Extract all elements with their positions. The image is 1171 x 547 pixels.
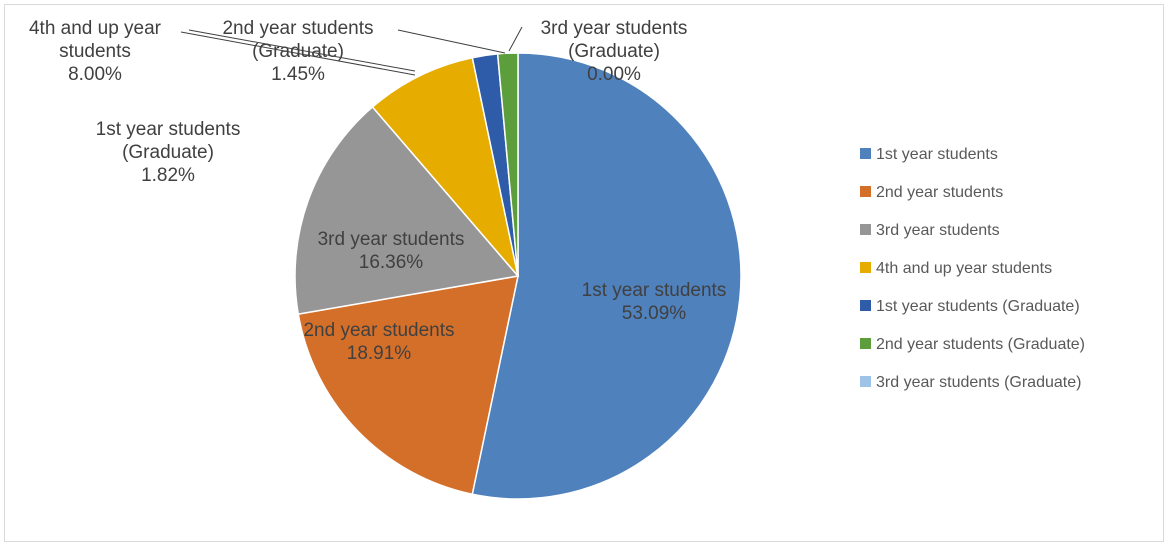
- data-label-3rd-year-students: 3rd year students 16.36%: [318, 229, 465, 273]
- legend-label-1st-year-students: 1st year students: [876, 146, 998, 163]
- pie-chart: 1st year students 53.09% 2nd year students…: [29, 18, 1085, 500]
- legend-label-3rd-year-students-graduate: 3rd year students (Graduate): [876, 374, 1081, 391]
- data-label-1st-year-students: 1st year students 53.09%: [582, 280, 727, 324]
- legend-swatch-2nd-year-students: [860, 186, 871, 197]
- legend-swatch-2nd-year-students-graduate: [860, 338, 871, 349]
- data-label-3rd-year-students-graduate: 3rd year students (Graduate) 0.00%: [541, 18, 688, 85]
- legend-label-2nd-year-students: 2nd year students: [876, 184, 1003, 201]
- data-labels: 1st year students 53.09% 2nd year students…: [29, 18, 726, 364]
- data-label-2nd-year-students: 2nd year students 18.91%: [303, 320, 454, 364]
- leader-line-2nd-year-students-graduate: [397, 29, 506, 54]
- legend-label-3rd-year-students: 3rd year students: [876, 222, 1000, 239]
- pie-slices: [294, 52, 742, 500]
- pie-slice-4th-and-up-year-students: [371, 56, 519, 277]
- leader-line-1st-year-students-graduate: [188, 29, 416, 72]
- leader-line-4th-and-up-year-students: [180, 31, 416, 76]
- legend-label-4th-and-up-year-students: 4th and up year students: [876, 260, 1052, 277]
- legend-label-2nd-year-students-graduate: 2nd year students (Graduate): [876, 336, 1085, 353]
- pie-slice-2nd-year-students-graduate: [496, 52, 519, 277]
- data-label-1st-year-students-graduate: 1st year students (Graduate) 1.82%: [96, 119, 241, 186]
- legend-swatch-3rd-year-students-graduate: [860, 376, 871, 387]
- data-label-2nd-year-students-graduate: 2nd year students (Graduate) 1.45%: [222, 18, 373, 85]
- legend-swatch-4th-and-up-year-students: [860, 262, 871, 273]
- legend: 1st year students 2nd year students 3rd ye…: [860, 146, 1085, 391]
- pie-slice-3rd-year-students: [294, 105, 520, 315]
- legend-swatch-3rd-year-students: [860, 224, 871, 235]
- leader-line-3rd-year-students-graduate: [508, 26, 523, 52]
- leader-lines: [180, 26, 523, 76]
- data-label-4th-and-up-year-students: 4th and up year students 8.00%: [29, 18, 162, 85]
- legend-swatch-1st-year-students: [860, 148, 871, 159]
- pie-slice-2nd-year-students: [297, 275, 519, 496]
- legend-swatch-1st-year-students-graduate: [860, 300, 871, 311]
- chart-area: 1st year students 53.09% 2nd year students…: [4, 4, 1164, 542]
- legend-label-1st-year-students-graduate: 1st year students (Graduate): [876, 298, 1080, 315]
- pie-slice-1st-year-students: [471, 52, 742, 500]
